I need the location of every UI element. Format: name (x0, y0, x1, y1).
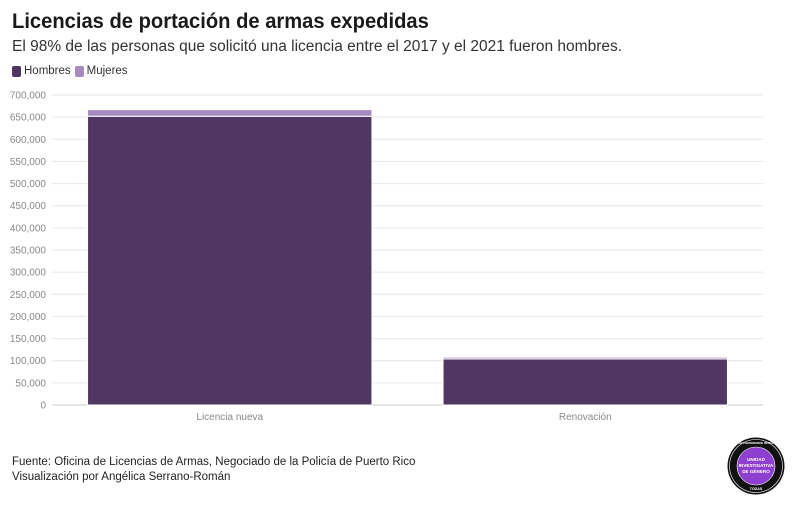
legend-label-mujeres: Mujeres (86, 65, 128, 77)
unidad-investigativa-logo: UNIDAD INVESTIGATIVA DE GÉNERO TODAS CEN… (727, 437, 785, 495)
legend-item-mujeres: Mujeres (74, 65, 128, 77)
credit-note: Visualización por Angélica Serrano-Román (12, 470, 231, 483)
legend-swatch-mujeres (74, 65, 84, 77)
bar-mujeres (87, 109, 373, 117)
bar-mujeres (442, 356, 728, 360)
svg-text:DE GÉNERO: DE GÉNERO (742, 467, 770, 474)
y-tick-label: 400,000 (10, 223, 47, 234)
svg-text:TODAS: TODAS (750, 487, 763, 491)
x-tick-label: Renovación (559, 412, 612, 423)
y-tick-label: 500,000 (10, 179, 47, 190)
y-tick-label: 50,000 (15, 378, 46, 389)
chart-subtitle: El 98% de las personas que solicitó una … (12, 38, 623, 55)
y-tick-label: 250,000 (10, 290, 47, 301)
svg-text:UNIDAD: UNIDAD (747, 457, 766, 462)
y-tick-label: 150,000 (10, 334, 47, 345)
y-tick-label: 0 (40, 401, 46, 412)
y-tick-label: 300,000 (10, 268, 47, 279)
y-tick-label: 650,000 (10, 113, 47, 124)
y-tick-label: 550,000 (10, 157, 47, 168)
y-tick-label: 450,000 (10, 201, 47, 212)
y-tick-label: 700,000 (10, 91, 47, 102)
bar-hombres (442, 358, 728, 406)
footer: Fuente: Oficina de Licencias de Armas, N… (12, 455, 415, 484)
y-tick-label: 100,000 (10, 356, 47, 367)
y-tick-label: 350,000 (10, 246, 47, 257)
legend-swatch-hombres (12, 65, 21, 77)
svg-text:CENTRO DE PERIODISMO INVESTIGA: CENTRO DE PERIODISMO INVESTIGATIVO (727, 441, 785, 445)
y-tick-label: 600,000 (10, 135, 47, 146)
x-tick-label: Licencia nueva (196, 412, 263, 423)
bar-chart: 0 50,000 100,000 150,000 200,000 250,000 300,0… (10, 91, 763, 423)
chart-title: Licencias de portación de armas expedida… (12, 10, 429, 33)
svg-text:INVESTIGATIVA: INVESTIGATIVA (739, 463, 774, 468)
bar-hombres (87, 115, 373, 406)
legend-label-hombres: Hombres (24, 65, 71, 77)
legend: Hombres Mujeres (12, 65, 128, 77)
legend-item-hombres: Hombres (12, 65, 71, 77)
y-tick-label: 200,000 (10, 312, 47, 323)
source-note: Fuente: Oficina de Licencias de Armas, N… (12, 456, 416, 468)
